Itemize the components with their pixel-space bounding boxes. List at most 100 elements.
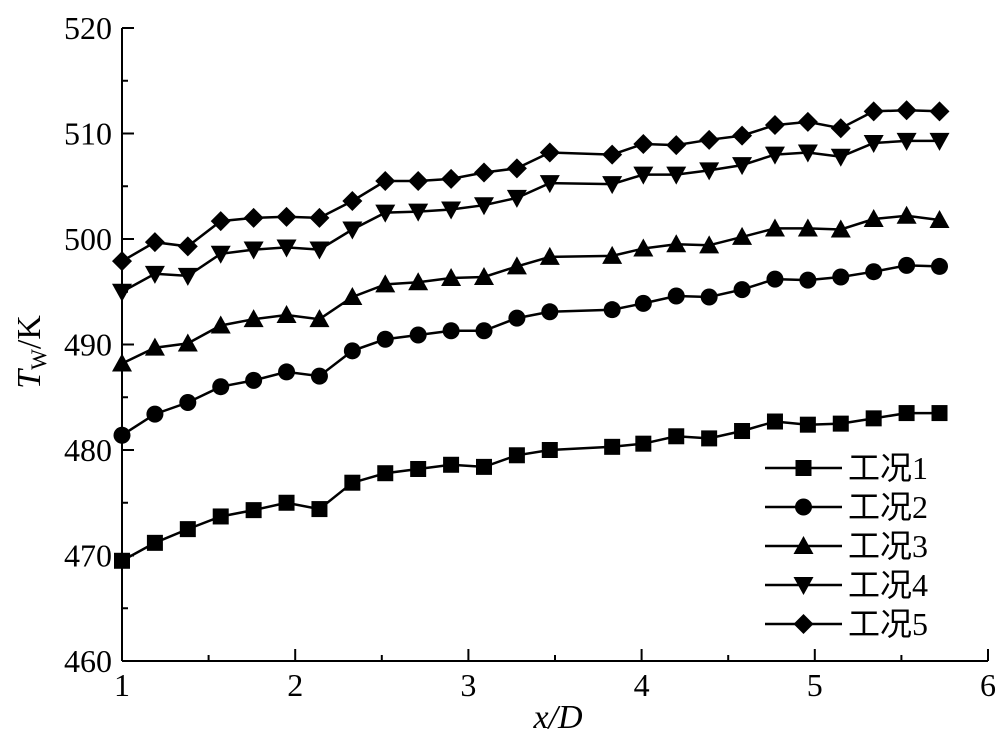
data-point: [212, 508, 229, 525]
data-point: [666, 135, 687, 156]
data-point: [734, 423, 751, 440]
data-point: [764, 218, 785, 237]
data-point: [442, 322, 460, 340]
data-point: [179, 394, 197, 412]
data-point: [376, 330, 394, 348]
data-point: [210, 211, 231, 232]
data-point: [473, 197, 494, 216]
series-4: [112, 132, 950, 302]
y-tick-label: 510: [64, 116, 112, 152]
data-point: [896, 100, 917, 121]
data-point: [144, 232, 165, 253]
data-point: [668, 428, 685, 445]
data-point: [245, 502, 262, 519]
x-axis-label: x/D: [532, 699, 583, 736]
data-point: [343, 342, 361, 360]
data-point: [506, 189, 527, 208]
data-point: [602, 176, 623, 195]
data-point: [602, 245, 623, 264]
x-tick-label: 2: [287, 667, 303, 703]
data-point: [539, 175, 560, 194]
legend-label: 工况2: [848, 489, 928, 525]
data-point: [666, 234, 687, 253]
data-point: [408, 203, 429, 222]
data-point: [144, 265, 165, 284]
series-2: [113, 256, 949, 444]
data-point: [278, 363, 296, 381]
y-axis: 460 470 480 490 500 510 520: [64, 10, 134, 679]
data-point: [896, 205, 917, 224]
data-point: [929, 210, 950, 229]
data-point: [634, 294, 652, 312]
data-point: [473, 162, 494, 183]
data-point: [508, 309, 526, 327]
legend-label: 工况5: [848, 606, 928, 642]
data-point: [441, 168, 462, 189]
series-line: [121, 109, 940, 263]
data-point: [375, 204, 396, 223]
y-tick-label: 460: [64, 643, 112, 679]
y-tick-label: 520: [64, 10, 112, 46]
data-point: [931, 405, 948, 422]
data-point: [212, 378, 230, 396]
data-point: [797, 144, 818, 163]
data-point: [832, 268, 850, 286]
data-point: [830, 219, 851, 238]
x-tick-label: 4: [634, 667, 650, 703]
data-point: [667, 287, 685, 305]
data-point: [898, 405, 915, 422]
x-tick-label: 5: [807, 667, 823, 703]
data-point: [863, 101, 884, 122]
data-point: [243, 241, 264, 260]
data-point: [177, 236, 198, 257]
data-point: [243, 309, 264, 328]
data-point: [243, 207, 264, 228]
series-line: [121, 214, 940, 365]
series-line: [121, 411, 940, 562]
data-point: [375, 170, 396, 191]
data-point: [276, 239, 297, 258]
data-point: [799, 271, 817, 289]
legend-item: 工况2: [765, 489, 928, 525]
data-point: [210, 315, 231, 334]
y-tick-label: 490: [64, 327, 112, 363]
data-point: [604, 438, 621, 455]
series-line: [121, 264, 940, 437]
data-point: [602, 144, 623, 165]
data-point: [830, 118, 851, 139]
data-point: [278, 494, 295, 511]
data-point: [766, 413, 783, 430]
data-point: [112, 251, 132, 272]
data-point: [113, 426, 131, 444]
data-point: [112, 283, 132, 302]
data-point: [699, 162, 720, 181]
data-point: [144, 337, 165, 356]
y-tick-label: 470: [64, 538, 112, 574]
data-point: [342, 191, 363, 212]
data-point: [931, 257, 949, 275]
legend-marker: [793, 577, 814, 595]
data-point: [898, 256, 916, 274]
data-point: [441, 201, 462, 220]
data-point: [408, 272, 429, 291]
legend-marker: [793, 614, 814, 634]
data-point: [475, 458, 492, 475]
data-point: [797, 111, 818, 132]
data-point: [797, 218, 818, 237]
data-point: [377, 465, 394, 482]
y-tick-label: 500: [64, 221, 112, 257]
legend-marker: [795, 460, 812, 476]
data-point: [733, 281, 751, 299]
data-point: [112, 353, 132, 372]
data-point: [309, 241, 330, 260]
legend-label: 工况4: [848, 567, 928, 603]
data-point: [311, 501, 328, 518]
data-point: [799, 416, 816, 433]
data-point: [666, 166, 687, 185]
data-point: [701, 430, 718, 447]
series-line: [121, 139, 940, 293]
x-tick-label: 3: [460, 667, 476, 703]
data-point: [475, 322, 493, 340]
data-point: [896, 132, 917, 151]
